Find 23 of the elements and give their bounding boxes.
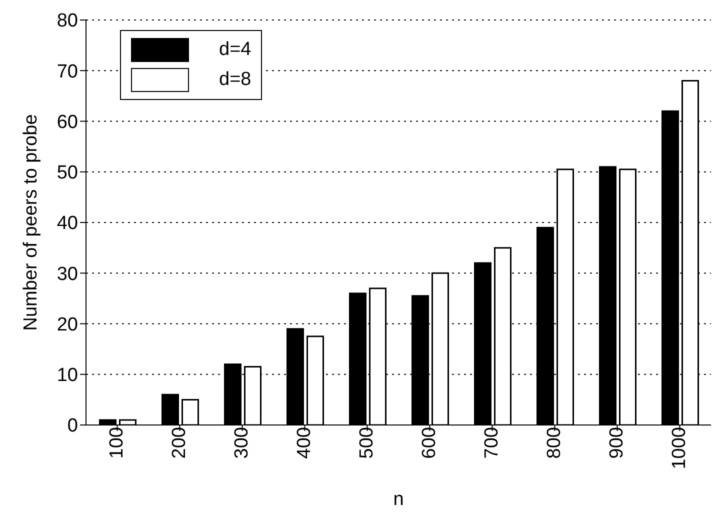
x-axis-title: n: [393, 489, 404, 510]
x-tick-label: 500: [356, 427, 378, 459]
y-tick-label: 70: [56, 61, 78, 82]
x-tick-label: 200: [169, 427, 190, 459]
y-axis-title: Number of peers to probe: [20, 114, 42, 331]
x-tick-label: 900: [606, 427, 628, 459]
x-tick-label: 100: [106, 427, 128, 459]
x-tick-label: 400: [294, 427, 316, 459]
y-tick-label: 60: [56, 112, 78, 133]
y-tick-label: 40: [56, 213, 78, 234]
y-tick-label: 30: [56, 264, 78, 285]
legend-label: d=8: [219, 69, 252, 91]
x-tick-label: 700: [482, 427, 503, 459]
x-tick-label: 1000: [669, 427, 690, 470]
legend-label: d=4: [219, 39, 252, 61]
x-tick-label: 800: [544, 427, 566, 459]
y-tick-label: 0: [67, 416, 78, 437]
y-tick-label: 10: [56, 365, 78, 386]
y-tick-label: 80: [56, 10, 78, 32]
y-tick-label: 20: [56, 314, 78, 336]
x-tick-label: 600: [419, 427, 440, 459]
x-tick-label: 300: [232, 427, 253, 459]
y-tick-label: 50: [56, 162, 78, 184]
